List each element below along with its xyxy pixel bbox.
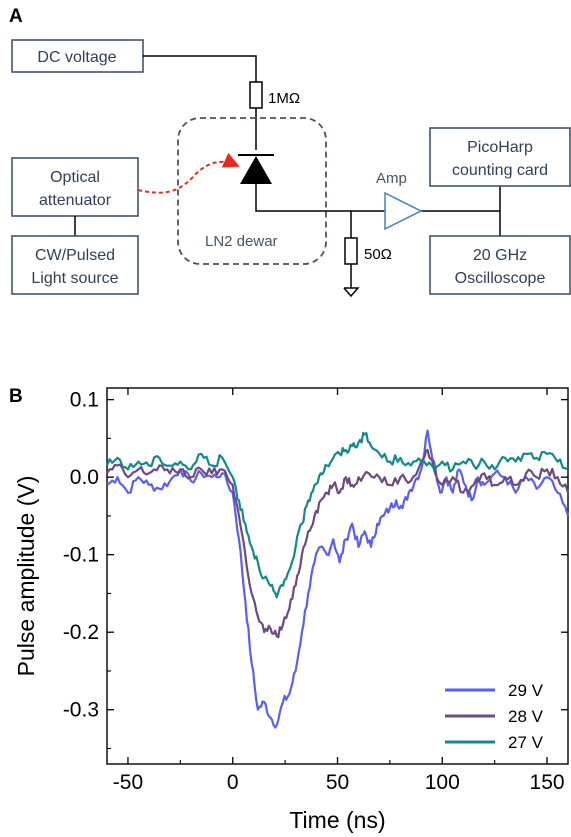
x-axis-label: Time (ns) bbox=[289, 807, 385, 833]
legend: 29 V 28 V 27 V bbox=[445, 681, 544, 752]
x-tick-label: 50 bbox=[326, 771, 349, 794]
resistor-1mohm: 1MΩ bbox=[249, 81, 300, 109]
x-tick-label: 150 bbox=[530, 771, 565, 794]
panel-a-label: A bbox=[9, 6, 23, 27]
series-line-29v bbox=[106, 429, 570, 729]
series-line-28v bbox=[106, 448, 570, 639]
dc-voltage-label: DC voltage bbox=[37, 49, 116, 66]
light-source-box: CW/Pulsed Light source bbox=[11, 235, 139, 295]
dc-voltage-box: DC voltage bbox=[11, 39, 144, 73]
photodiode bbox=[238, 154, 274, 184]
ln2-dewar-outline bbox=[177, 117, 327, 265]
y-tick-label: -0.3 bbox=[63, 699, 99, 722]
tick-labels: -50 0 50 100 150 0.1 0.0 -0.1 -0.2 -0.3 bbox=[63, 389, 565, 794]
panel-b-label: B bbox=[9, 386, 23, 407]
picoharp-box: PicoHarp counting card bbox=[429, 127, 571, 187]
picoharp-line2: counting card bbox=[452, 162, 548, 179]
resistor-1mohm-label: 1MΩ bbox=[268, 90, 300, 107]
light-source-line2: Light source bbox=[31, 270, 118, 287]
optical-attenuator-line2: attenuator bbox=[39, 192, 112, 209]
pulse-chart: -50 0 50 100 150 0.1 0.0 -0.1 -0.2 -0.3 Time (ns)… bbox=[13, 387, 570, 833]
x-tick-label: -50 bbox=[113, 771, 143, 794]
series-line-27v bbox=[105, 431, 569, 599]
amp-label: Amp bbox=[376, 170, 407, 187]
y-tick-label: -0.2 bbox=[63, 621, 99, 644]
picoharp-line1: PicoHarp bbox=[467, 139, 533, 156]
axis-ticks bbox=[107, 388, 568, 764]
resistor-50ohm: 50Ω bbox=[344, 237, 392, 265]
oscilloscope-line2: Oscilloscope bbox=[455, 270, 546, 287]
y-tick-label: -0.1 bbox=[63, 544, 99, 567]
amplifier-icon bbox=[384, 191, 423, 231]
optical-attenuator-line1: Optical bbox=[50, 169, 100, 186]
legend-label: 27 V bbox=[508, 733, 544, 752]
oscilloscope-box: 20 GHz Oscilloscope bbox=[429, 235, 571, 295]
signal-wire bbox=[255, 184, 500, 212]
series-layer bbox=[105, 429, 570, 729]
ln2-dewar-label: LN2 dewar bbox=[205, 233, 278, 250]
light-source-line1: CW/Pulsed bbox=[35, 247, 115, 264]
dc-wire bbox=[143, 55, 257, 82]
optical-attenuator-box: Optical attenuator bbox=[11, 157, 139, 217]
plot-frame bbox=[106, 387, 569, 765]
resistor-50ohm-label: 50Ω bbox=[364, 246, 392, 263]
y-tick-label: 0.1 bbox=[70, 389, 99, 412]
y-tick-label: 0.0 bbox=[70, 466, 99, 489]
legend-label: 29 V bbox=[508, 681, 544, 700]
laser-path-arrow bbox=[137, 152, 240, 194]
ground-icon bbox=[343, 287, 360, 298]
legend-label: 28 V bbox=[508, 707, 544, 726]
oscilloscope-line1: 20 GHz bbox=[473, 247, 527, 264]
y-axis-label: Pulse amplitude (V) bbox=[13, 476, 39, 677]
x-tick-label: 0 bbox=[227, 771, 239, 794]
x-tick-label: 100 bbox=[425, 771, 460, 794]
